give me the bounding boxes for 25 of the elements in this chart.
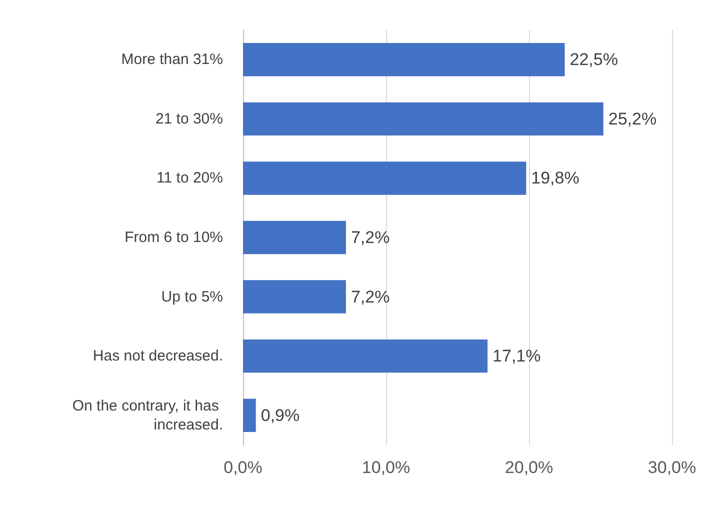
bar bbox=[243, 43, 565, 76]
data-label: 19,8% bbox=[531, 168, 580, 188]
bar bbox=[243, 102, 604, 136]
y-tick-label: Has not decreased. bbox=[92, 348, 223, 365]
bar bbox=[243, 398, 256, 432]
data-label: 7,2% bbox=[350, 228, 390, 247]
x-tick-label: 0,0% bbox=[224, 458, 262, 477]
bar bbox=[243, 220, 346, 254]
x-tick-label: 10,0% bbox=[362, 458, 410, 477]
y-tick-label: From 6 to 10% bbox=[124, 229, 223, 246]
y-tick-label: 21 to 30% bbox=[155, 110, 223, 128]
data-label: 17,1% bbox=[492, 346, 541, 366]
data-label: 0,9% bbox=[260, 406, 300, 425]
bar bbox=[243, 280, 346, 314]
data-label: 7,2% bbox=[350, 287, 390, 306]
y-tick-label: On the contrary, it has increased. bbox=[72, 397, 223, 434]
y-tick-label: Up to 5% bbox=[161, 288, 223, 306]
bar bbox=[243, 339, 488, 373]
y-tick-label: More than 31% bbox=[121, 51, 223, 68]
data-label: 22,5% bbox=[570, 50, 618, 70]
bar bbox=[243, 162, 526, 195]
data-label: 25,2% bbox=[608, 109, 657, 128]
y-tick-label: 11 to 20% bbox=[156, 170, 223, 187]
x-tick-label: 30,0% bbox=[648, 458, 696, 477]
x-tick-label: 20,0% bbox=[504, 458, 554, 477]
